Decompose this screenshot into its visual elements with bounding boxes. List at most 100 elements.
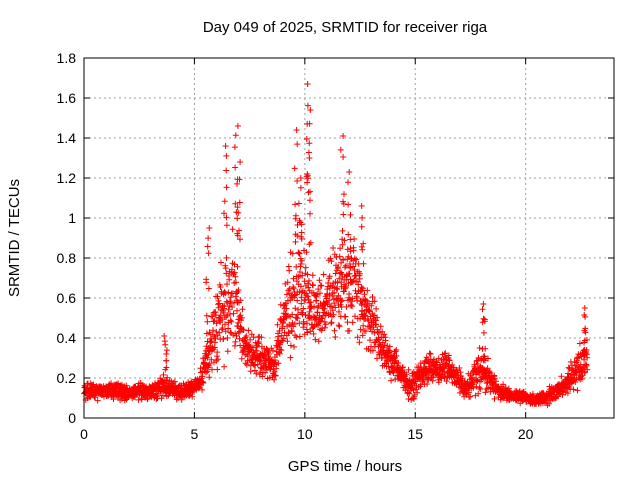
- data-point: [357, 326, 364, 333]
- data-point: [341, 191, 347, 198]
- data-point: [334, 286, 341, 293]
- data-point: [304, 320, 310, 327]
- data-point: [298, 257, 305, 264]
- data-point: [304, 271, 311, 278]
- data-point: [382, 337, 389, 344]
- y-tick-label: 0.6: [57, 290, 77, 306]
- data-point: [225, 325, 232, 332]
- data-point: [253, 348, 260, 354]
- data-point: [359, 214, 366, 221]
- data-point: [349, 319, 356, 326]
- data-point: [304, 293, 311, 300]
- data-point: [470, 384, 477, 391]
- y-tick-label: 1: [68, 210, 76, 226]
- data-point: [292, 231, 299, 238]
- data-point: [272, 372, 279, 379]
- data-point: [94, 397, 101, 404]
- data-point: [163, 351, 170, 357]
- data-point: [204, 368, 211, 375]
- data-point: [313, 297, 320, 304]
- data-point: [245, 327, 252, 334]
- data-point: [331, 289, 338, 296]
- data-points: [81, 81, 591, 409]
- data-point: [500, 381, 507, 388]
- data-point: [358, 223, 365, 230]
- data-point: [306, 308, 313, 315]
- data-point: [296, 320, 303, 327]
- data-point: [228, 318, 235, 325]
- data-point: [356, 339, 363, 346]
- data-point: [426, 350, 433, 357]
- data-point: [203, 279, 210, 286]
- data-point: [582, 325, 589, 332]
- data-point: [221, 305, 228, 312]
- data-point: [331, 327, 338, 334]
- data-point: [558, 373, 565, 380]
- data-point: [297, 175, 304, 181]
- data-point: [569, 362, 576, 369]
- data-point: [225, 306, 232, 313]
- data-point: [304, 329, 311, 336]
- data-point: [296, 217, 303, 224]
- data-point: [337, 245, 344, 252]
- data-point: [203, 312, 210, 319]
- data-point: [405, 366, 412, 373]
- data-point: [307, 299, 314, 306]
- data-point: [405, 396, 412, 402]
- data-point: [205, 285, 212, 292]
- data-point: [275, 360, 282, 367]
- data-point: [138, 396, 145, 403]
- y-axis-ticks: 0 0.2 0.4 0.6 0.8 1 1.2 1.4 1.6 1.8: [57, 50, 614, 426]
- data-point: [485, 355, 491, 362]
- y-tick-label: 0.2: [57, 370, 77, 386]
- data-point: [307, 210, 313, 217]
- data-point: [373, 305, 380, 312]
- data-point: [435, 379, 442, 386]
- data-point: [381, 342, 388, 349]
- x-tick-label: 15: [407, 426, 423, 442]
- chart-title: Day 049 of 2025, SRMTID for receiver rig…: [203, 19, 488, 36]
- data-point: [399, 364, 406, 371]
- data-point: [251, 367, 258, 374]
- data-point: [576, 340, 583, 347]
- data-point: [254, 361, 261, 368]
- data-point: [289, 250, 296, 257]
- data-point: [288, 328, 295, 335]
- data-point: [340, 133, 347, 139]
- data-point: [243, 361, 250, 368]
- data-point: [291, 165, 298, 172]
- data-point: [245, 353, 251, 360]
- data-point: [237, 159, 244, 165]
- data-point: [236, 335, 243, 342]
- data-point: [240, 326, 247, 333]
- data-point: [380, 344, 387, 351]
- data-point: [297, 272, 303, 279]
- data-point: [222, 143, 229, 149]
- data-point: [477, 386, 484, 392]
- data-point: [360, 322, 367, 329]
- data-point: [345, 297, 352, 304]
- data-point: [345, 201, 352, 208]
- data-point: [349, 295, 356, 302]
- data-point: [304, 102, 311, 109]
- data-point: [214, 293, 221, 300]
- data-point: [321, 324, 328, 331]
- data-point: [214, 349, 221, 356]
- data-point: [283, 305, 290, 312]
- data-point: [287, 297, 294, 304]
- data-point: [330, 245, 337, 251]
- data-point: [476, 384, 483, 391]
- data-point: [414, 389, 421, 396]
- data-point: [443, 378, 450, 385]
- data-point: [206, 374, 213, 381]
- data-point: [292, 238, 299, 245]
- data-point: [340, 211, 347, 218]
- data-point: [224, 348, 231, 355]
- data-point: [204, 318, 211, 325]
- data-point: [292, 201, 299, 208]
- data-point: [284, 338, 291, 345]
- data-point: [302, 264, 309, 271]
- data-point: [232, 330, 239, 337]
- data-point: [223, 167, 230, 174]
- data-point: [269, 347, 276, 354]
